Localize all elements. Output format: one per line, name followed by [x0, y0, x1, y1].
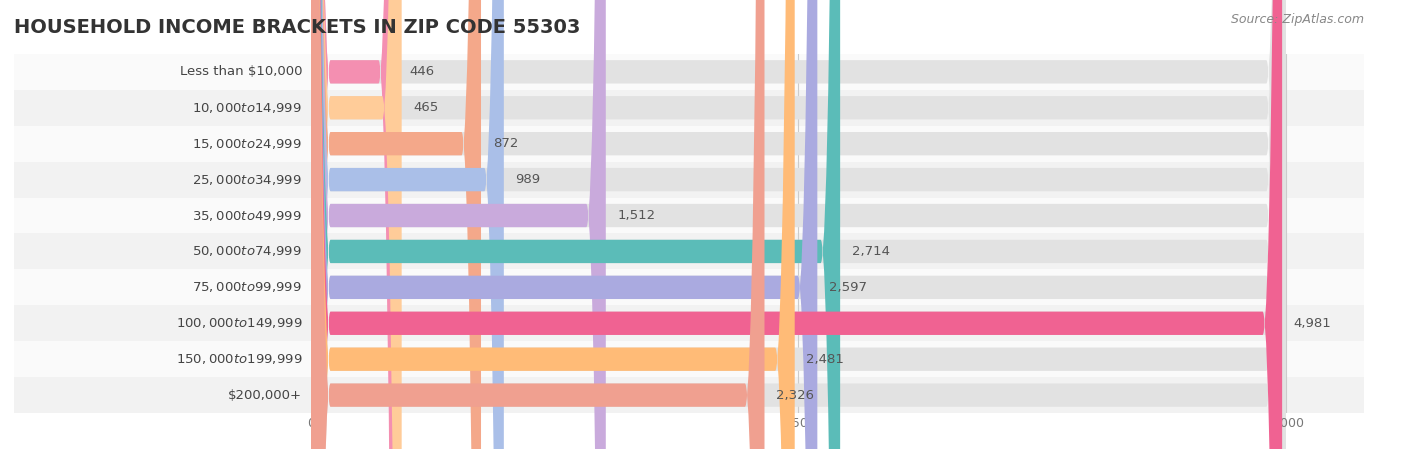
Text: 2,481: 2,481 [807, 353, 844, 365]
Bar [311, 341, 1364, 377]
FancyBboxPatch shape [311, 0, 1286, 449]
Text: $15,000 to $24,999: $15,000 to $24,999 [193, 136, 302, 151]
FancyBboxPatch shape [311, 0, 841, 449]
Bar [311, 233, 1364, 269]
FancyBboxPatch shape [311, 0, 402, 449]
Bar [311, 54, 1364, 90]
FancyBboxPatch shape [311, 0, 606, 449]
Bar [311, 377, 1364, 413]
Bar [14, 269, 311, 305]
Bar [14, 377, 311, 413]
Bar [14, 233, 311, 269]
Bar [14, 198, 311, 233]
Bar [311, 305, 1364, 341]
Bar [311, 90, 1364, 126]
Text: Less than $10,000: Less than $10,000 [180, 66, 302, 78]
Text: $100,000 to $149,999: $100,000 to $149,999 [176, 316, 302, 330]
FancyBboxPatch shape [311, 0, 1286, 449]
Text: $25,000 to $34,999: $25,000 to $34,999 [193, 172, 302, 187]
Text: 2,714: 2,714 [852, 245, 890, 258]
FancyBboxPatch shape [311, 0, 1286, 449]
FancyBboxPatch shape [311, 0, 503, 449]
Text: Source: ZipAtlas.com: Source: ZipAtlas.com [1230, 13, 1364, 26]
Text: 2,597: 2,597 [830, 281, 868, 294]
FancyBboxPatch shape [311, 0, 1286, 449]
FancyBboxPatch shape [311, 0, 1286, 449]
Bar [14, 90, 311, 126]
FancyBboxPatch shape [311, 0, 398, 449]
FancyBboxPatch shape [311, 0, 765, 449]
Text: 872: 872 [492, 137, 517, 150]
Bar [14, 305, 311, 341]
Bar [311, 126, 1364, 162]
Text: 2,326: 2,326 [776, 389, 814, 401]
Text: 465: 465 [413, 101, 439, 114]
Text: $35,000 to $49,999: $35,000 to $49,999 [193, 208, 302, 223]
Text: HOUSEHOLD INCOME BRACKETS IN ZIP CODE 55303: HOUSEHOLD INCOME BRACKETS IN ZIP CODE 55… [14, 18, 581, 37]
FancyBboxPatch shape [311, 0, 794, 449]
Bar [14, 54, 311, 90]
FancyBboxPatch shape [311, 0, 1286, 449]
FancyBboxPatch shape [311, 0, 1286, 449]
FancyBboxPatch shape [311, 0, 1286, 449]
Text: 989: 989 [516, 173, 541, 186]
Bar [311, 162, 1364, 198]
Text: $75,000 to $99,999: $75,000 to $99,999 [193, 280, 302, 295]
Text: 446: 446 [409, 66, 434, 78]
Text: $10,000 to $14,999: $10,000 to $14,999 [193, 101, 302, 115]
FancyBboxPatch shape [311, 0, 1286, 449]
Bar [311, 269, 1364, 305]
Text: 1,512: 1,512 [617, 209, 655, 222]
Bar [14, 162, 311, 198]
FancyBboxPatch shape [311, 0, 817, 449]
Text: $200,000+: $200,000+ [228, 389, 302, 401]
FancyBboxPatch shape [311, 0, 1286, 449]
FancyBboxPatch shape [311, 0, 1282, 449]
FancyBboxPatch shape [311, 0, 481, 449]
Bar [311, 198, 1364, 233]
Text: 4,981: 4,981 [1294, 317, 1331, 330]
Text: $150,000 to $199,999: $150,000 to $199,999 [176, 352, 302, 366]
Bar [14, 126, 311, 162]
Bar [14, 341, 311, 377]
Text: $50,000 to $74,999: $50,000 to $74,999 [193, 244, 302, 259]
